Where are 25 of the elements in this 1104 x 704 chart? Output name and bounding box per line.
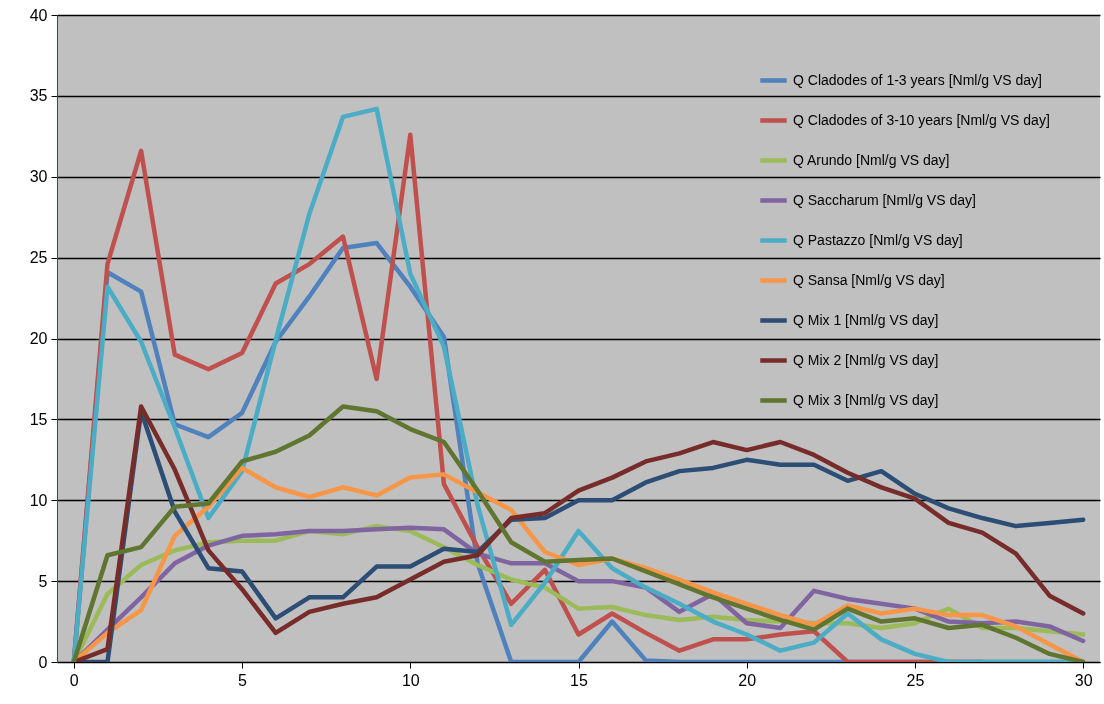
legend-label: Q Mix 3 [Nml/g VS day]: [793, 391, 939, 408]
x-tick-label: 0: [69, 671, 79, 689]
y-tick-label: 0: [38, 653, 48, 671]
x-tick-label: 10: [401, 671, 420, 689]
y-tick-label: 20: [29, 330, 48, 347]
legend-label: Q Sansa [Nml/g VS day]: [793, 271, 945, 288]
y-tick-label: 30: [29, 168, 48, 186]
y-tick-label: 15: [29, 410, 48, 428]
x-tick-label: 30: [1074, 671, 1093, 689]
y-tick-label: 25: [29, 249, 48, 267]
x-tick-label: 5: [238, 671, 248, 689]
y-tick-label: 5: [38, 572, 48, 590]
x-tick-label: 15: [570, 671, 588, 689]
x-tick-label: 25: [906, 671, 925, 689]
legend-label: Q Mix 1 [Nml/g VS day]: [793, 311, 939, 328]
y-tick-label: 10: [29, 491, 48, 509]
x-tick-label: 20: [738, 671, 757, 689]
y-tick-label: 40: [29, 6, 48, 24]
legend-label: Q Saccharum [Nml/g VS day]: [793, 191, 976, 208]
y-tick-label: 35: [29, 87, 48, 105]
legend-label: Q Mix 2 [Nml/g VS day]: [793, 351, 939, 368]
legend-label: Q Arundo [Nml/g VS day]: [793, 151, 950, 168]
legend-label: Q Pastazzo [Nml/g VS day]: [793, 231, 963, 248]
legend-label: Q Cladodes of 3-10 years [Nml/g VS day]: [793, 111, 1050, 128]
legend-label: Q Cladodes of 1-3 years [Nml/g VS day]: [793, 71, 1042, 88]
